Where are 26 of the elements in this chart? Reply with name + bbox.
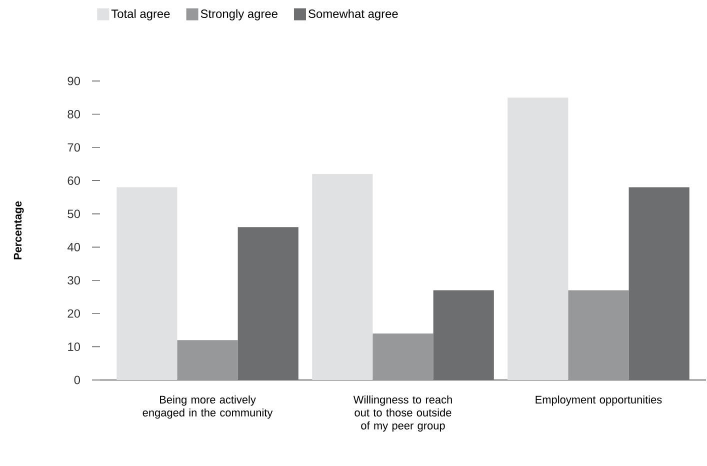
legend-label: Strongly agree xyxy=(200,9,278,20)
y-tick-label: 50 xyxy=(68,210,80,218)
bar xyxy=(177,340,238,380)
y-tick-label: 20 xyxy=(68,309,80,318)
y-tick-label: 70 xyxy=(68,143,80,152)
legend-label: Somewhat agree xyxy=(308,9,398,20)
bar xyxy=(238,227,298,380)
bar xyxy=(568,290,629,380)
y-tick-label: 60 xyxy=(68,176,80,185)
y-tick-label: 40 xyxy=(67,242,80,252)
bar xyxy=(508,98,568,380)
bar xyxy=(433,290,494,380)
y-axis-title: Percentage xyxy=(14,201,24,260)
y-tick-label: 10 xyxy=(68,342,80,351)
y-tick-label: 0 xyxy=(74,376,80,384)
bar xyxy=(116,187,178,380)
x-tick-label: Employment opportunities xyxy=(536,396,662,406)
bar xyxy=(628,187,690,380)
y-tick-label: 30 xyxy=(68,276,80,285)
bar xyxy=(312,174,373,380)
bar xyxy=(372,333,434,380)
y-tick-label: 90 xyxy=(68,76,80,86)
y-tick-label: 80 xyxy=(68,110,80,118)
legend-label: Total agree xyxy=(111,9,170,20)
x-tick-label: Willingness to reach out to those outside of my peer group xyxy=(353,396,452,432)
x-tick-label: Being more actively engaged in the community xyxy=(142,396,273,419)
